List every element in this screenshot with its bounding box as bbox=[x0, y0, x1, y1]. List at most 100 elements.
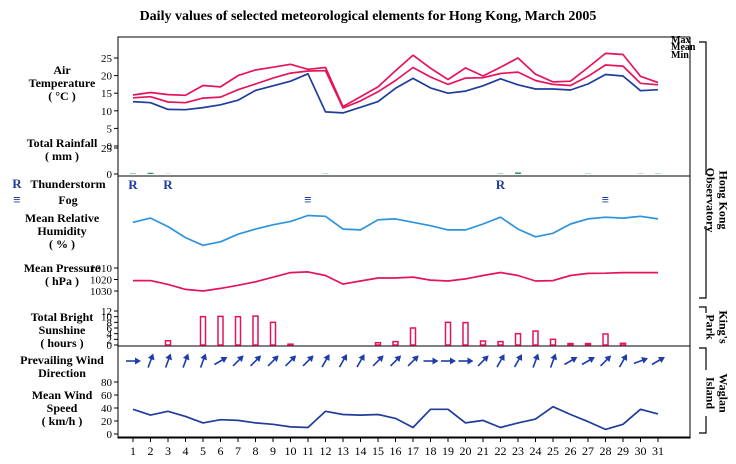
panel-label: Humidity bbox=[37, 224, 86, 238]
wind-arrow-icon bbox=[423, 357, 439, 365]
x-tick-label: 20 bbox=[460, 444, 472, 458]
sunshine-bar bbox=[584, 342, 592, 346]
y-tick-label: 80 bbox=[101, 377, 113, 389]
wind-arrow-icon bbox=[321, 354, 330, 368]
wind-arrow-icon bbox=[599, 355, 612, 367]
hko-bracket-lower bbox=[699, 226, 707, 299]
sunshine-bar bbox=[497, 340, 504, 346]
wind-arrow-icon bbox=[407, 355, 419, 367]
x-tick-label: 9 bbox=[270, 444, 276, 458]
wind-arrow-icon bbox=[458, 357, 474, 365]
sunshine-bar bbox=[514, 332, 522, 346]
x-tick-label: 30 bbox=[635, 444, 647, 458]
fog-legend-icon: ≡ bbox=[13, 192, 20, 207]
rainfall-bar bbox=[130, 173, 136, 174]
sunshine-bar bbox=[269, 321, 277, 346]
x-tick-label: 10 bbox=[285, 444, 297, 458]
sunshine-bar bbox=[392, 340, 399, 346]
panel-label: ( hPa ) bbox=[45, 274, 79, 288]
panel-label: Direction bbox=[38, 366, 86, 380]
wind-arrow-icon bbox=[284, 355, 297, 367]
panel-label: Air bbox=[53, 63, 71, 77]
rainfall-bar bbox=[515, 172, 521, 174]
wind-arrow-icon bbox=[164, 353, 172, 368]
sunshine-bar bbox=[619, 342, 627, 346]
panel-label: Mean Relative bbox=[25, 211, 100, 225]
y-tick-label: 25 bbox=[101, 143, 113, 155]
y-tick-label: 15 bbox=[101, 88, 113, 100]
fog-icon: ≡ bbox=[602, 192, 609, 207]
temp-line-min bbox=[132, 72, 659, 114]
wind-arrow-icon bbox=[267, 355, 279, 367]
y-tick-label: 10 bbox=[101, 312, 113, 324]
page-title: Daily values of selected meteorological … bbox=[139, 9, 597, 24]
y-tick-label: 8 bbox=[107, 317, 113, 329]
svg-text:Park: Park bbox=[704, 314, 718, 340]
wind-arrow-icon bbox=[633, 357, 649, 365]
y-tick-label: 60 bbox=[101, 390, 113, 402]
x-tick-label: 6 bbox=[218, 444, 224, 458]
sunshine-bar bbox=[409, 327, 417, 346]
x-tick-label: 25 bbox=[547, 444, 559, 458]
panel-label: Temperature bbox=[29, 76, 96, 90]
wind-arrow-icon bbox=[356, 354, 365, 368]
sunshine-bar bbox=[549, 338, 557, 346]
x-tick-label: 19 bbox=[442, 444, 454, 458]
panel-label: Total Rainfall bbox=[27, 136, 98, 150]
y-tick-label: 40 bbox=[101, 403, 113, 415]
wind-arrow-icon bbox=[302, 355, 314, 367]
sunshine-bar bbox=[217, 315, 224, 346]
panel-label: ( hours ) bbox=[40, 336, 83, 350]
wind-arrow-icon bbox=[651, 356, 665, 366]
sunshine-bar bbox=[252, 315, 259, 346]
thunderstorm-legend-label: Thunderstorm bbox=[30, 177, 105, 191]
rainfall-bar bbox=[147, 172, 154, 174]
x-tick-label: 26 bbox=[565, 444, 577, 458]
panel-label: Speed bbox=[47, 401, 78, 415]
temp-line-mean bbox=[132, 64, 659, 109]
wind-arrow-icon bbox=[372, 355, 384, 367]
y-tick-label: 0 bbox=[107, 429, 113, 441]
sunshine-bar bbox=[602, 333, 609, 346]
fog-icon: ≡ bbox=[304, 192, 311, 207]
x-tick-label: 8 bbox=[253, 444, 259, 458]
panel-label: ( km/h ) bbox=[42, 414, 83, 428]
y-tick-label: 0 bbox=[107, 141, 113, 153]
wind-arrow-icon bbox=[147, 353, 155, 368]
x-tick-label: 7 bbox=[235, 444, 241, 458]
wind-arrow-icon bbox=[199, 353, 207, 368]
thunderstorm-icon: R bbox=[496, 177, 506, 192]
thunderstorm-icon: R bbox=[128, 177, 138, 192]
svg-text:Hong Kong: Hong Kong bbox=[717, 170, 731, 229]
svg-text:Observatory: Observatory bbox=[704, 168, 718, 233]
sunshine-bar bbox=[479, 340, 487, 346]
x-tick-label: 17 bbox=[407, 444, 419, 458]
fog-legend-label: Fog bbox=[58, 193, 77, 207]
sunshine-bar bbox=[287, 343, 294, 346]
x-tick-label: 18 bbox=[425, 444, 437, 458]
x-tick-label: 1 bbox=[130, 444, 136, 458]
sunshine-bar bbox=[462, 321, 469, 346]
wind-arrow-icon bbox=[496, 354, 505, 368]
waglan-bracket bbox=[699, 347, 707, 370]
panel-label: Sunshine bbox=[39, 323, 86, 337]
x-tick-label: 29 bbox=[617, 444, 629, 458]
thunderstorm-icon: R bbox=[163, 177, 173, 192]
plot-frame bbox=[117, 36, 691, 439]
wind-arrow-icon bbox=[338, 354, 348, 368]
x-tick-label: 11 bbox=[302, 444, 314, 458]
panel-label: Total Bright bbox=[31, 310, 94, 324]
x-tick-label: 5 bbox=[200, 444, 206, 458]
y-tick-label: 1010 bbox=[90, 263, 113, 275]
wind-arrow-icon bbox=[618, 354, 628, 368]
x-tick-label: 2 bbox=[148, 444, 154, 458]
x-tick-label: 4 bbox=[183, 444, 189, 458]
x-tick-label: 21 bbox=[477, 444, 489, 458]
hko-bracket bbox=[699, 41, 707, 175]
x-tick-label: 16 bbox=[390, 444, 402, 458]
x-tick-label: 15 bbox=[372, 444, 384, 458]
panel-label: Mean Wind bbox=[32, 388, 93, 402]
